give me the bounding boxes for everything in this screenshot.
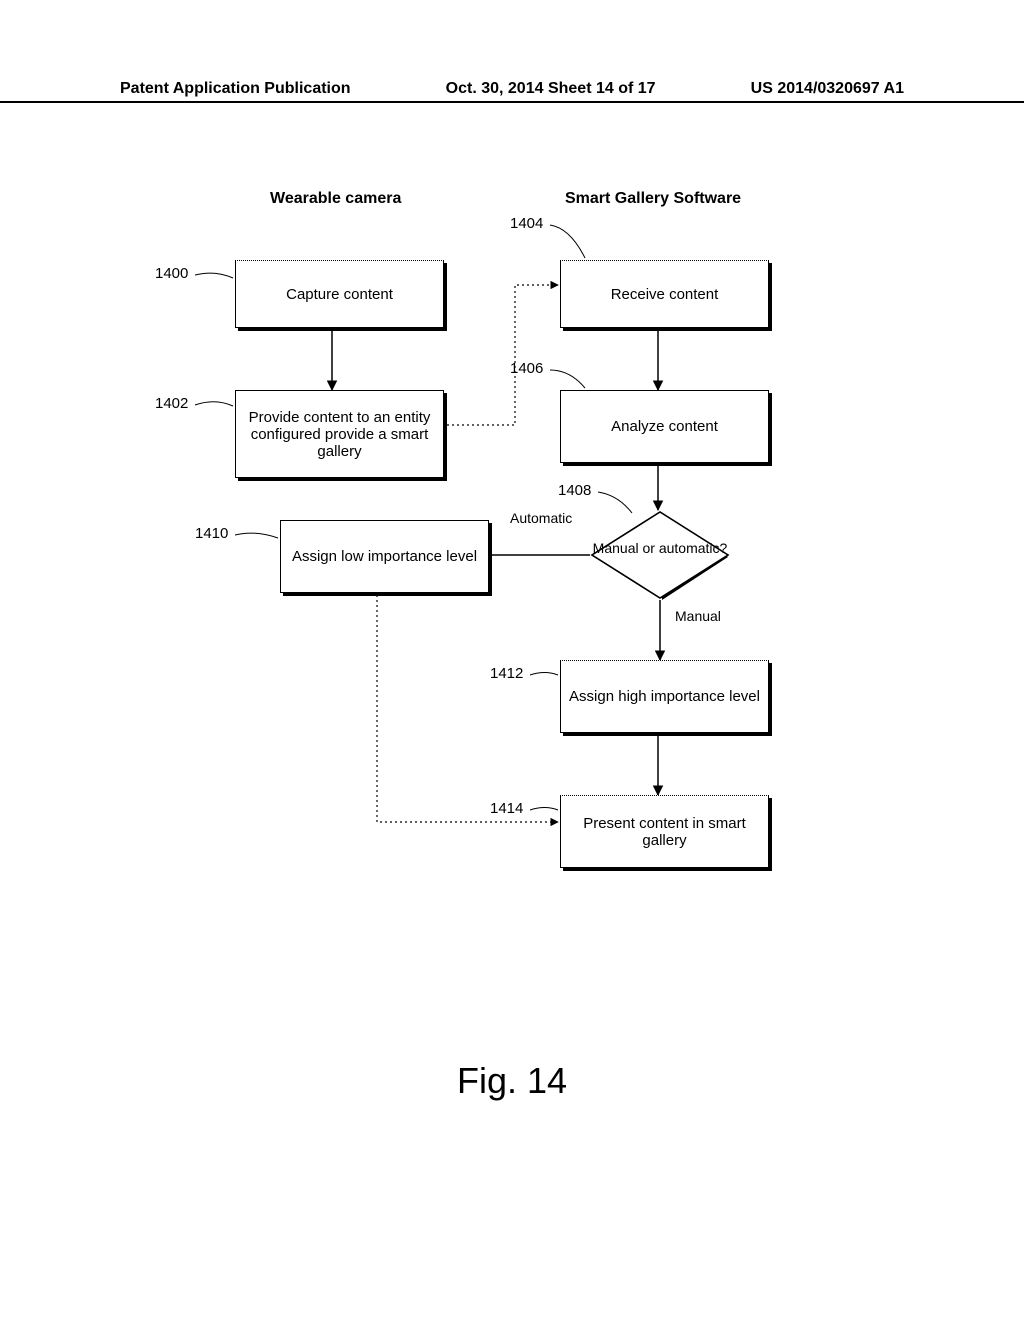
node-text: Provide content to an entity configured … xyxy=(242,409,437,460)
ref-1406: 1406 xyxy=(510,360,543,377)
node-analyze-content: Analyze content xyxy=(560,390,769,463)
node-capture-content: Capture content xyxy=(235,260,444,328)
node-assign-low: Assign low importance level xyxy=(280,520,489,593)
node-receive-content: Receive content xyxy=(560,260,769,328)
figure-caption: Fig. 14 xyxy=(0,1060,1024,1102)
ref-1402: 1402 xyxy=(155,395,188,412)
ref-1412: 1412 xyxy=(490,665,523,682)
node-assign-high: Assign high importance level xyxy=(560,660,769,733)
ref-1400: 1400 xyxy=(155,265,188,282)
edge-label-manual: Manual xyxy=(675,608,721,624)
ref-1414: 1414 xyxy=(490,800,523,817)
node-text: Manual or automatic? xyxy=(590,540,730,556)
node-text: Analyze content xyxy=(611,418,718,435)
node-present-content: Present content in smart gallery xyxy=(560,795,769,868)
node-text: Capture content xyxy=(286,286,393,303)
edge-label-automatic: Automatic xyxy=(510,510,572,526)
header-left: Patent Application Publication xyxy=(120,80,351,98)
page-header: Patent Application Publication Oct. 30, … xyxy=(0,80,1024,103)
ref-1410: 1410 xyxy=(195,525,228,542)
node-text: Assign low importance level xyxy=(292,548,477,565)
node-text: Present content in smart gallery xyxy=(567,815,762,849)
node-text: Assign high importance level xyxy=(569,688,760,705)
node-decision: Manual or automatic? xyxy=(590,510,730,600)
node-text: Receive content xyxy=(611,286,719,303)
node-provide-content: Provide content to an entity configured … xyxy=(235,390,444,478)
ref-1408: 1408 xyxy=(558,482,591,499)
ref-1404: 1404 xyxy=(510,215,543,232)
header-center: Oct. 30, 2014 Sheet 14 of 17 xyxy=(446,80,656,98)
flowchart: Wearable camera Smart Gallery Software xyxy=(120,170,904,1070)
header-right: US 2014/0320697 A1 xyxy=(751,80,904,98)
